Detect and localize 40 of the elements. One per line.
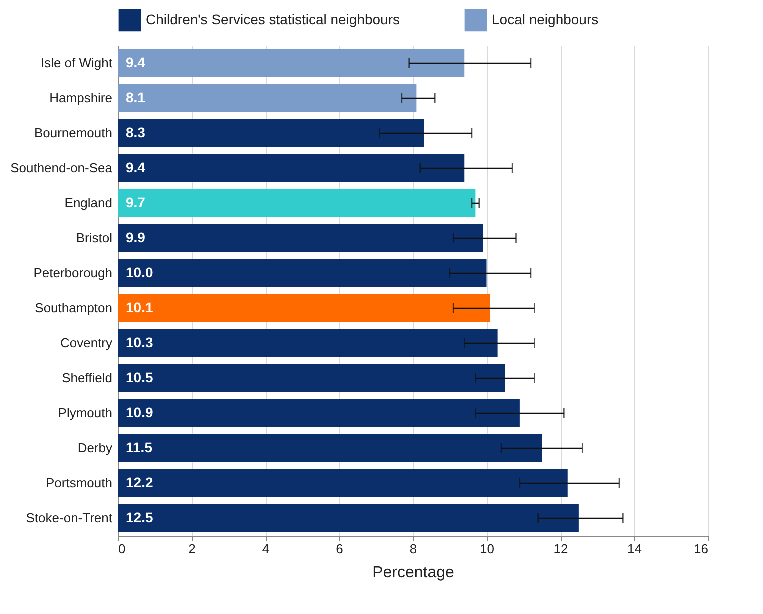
y-tick-label: Southend-on-Sea xyxy=(10,160,114,176)
data-label: 10.3 xyxy=(126,334,154,350)
data-label: 10.0 xyxy=(126,264,154,280)
x-tick-label: 0 xyxy=(118,542,126,556)
x-tick-label: 2 xyxy=(188,542,196,556)
legend-label: Children's Services statistical neighbours xyxy=(146,11,400,28)
data-label: 9.9 xyxy=(126,230,146,246)
legend-label: Local neighbours xyxy=(492,11,599,28)
x-tick-label: 4 xyxy=(262,542,270,556)
x-tick-label: 10 xyxy=(480,542,494,556)
y-tick-label: Portsmouth xyxy=(46,476,112,490)
data-label: 9.4 xyxy=(126,54,146,70)
x-tick-label: 6 xyxy=(336,542,344,556)
data-label: 8.3 xyxy=(126,124,146,140)
x-tick-label: 12 xyxy=(554,542,568,556)
data-label: 8.1 xyxy=(126,90,146,106)
y-tick-label: Bristol xyxy=(76,230,113,246)
data-label: 9.7 xyxy=(126,194,146,210)
data-label: 10.1 xyxy=(126,300,154,316)
y-tick-label: Sheffield xyxy=(62,370,112,386)
x-tick-label: 14 xyxy=(628,542,642,556)
y-tick-label: England xyxy=(64,196,112,210)
y-tick-label: Plymouth xyxy=(58,406,112,420)
data-label: 10.5 xyxy=(126,370,154,386)
y-tick-label: Coventry xyxy=(60,336,113,350)
y-tick-label: Isle of Wight xyxy=(40,56,113,70)
y-tick-label: Derby xyxy=(78,440,113,456)
y-tick-label: Stoke-on-Trent xyxy=(26,510,113,526)
x-tick-label: 16 xyxy=(694,542,708,556)
y-tick-label: Hampshire xyxy=(50,90,112,106)
y-tick-label: Southampton xyxy=(35,300,112,316)
data-label: 11.5 xyxy=(126,440,153,456)
x-axis-title: Percentage xyxy=(372,564,455,582)
data-label: 12.2 xyxy=(126,474,154,490)
data-label: 12.5 xyxy=(126,510,154,526)
x-tick-label: 8 xyxy=(410,542,418,556)
data-label: 9.4 xyxy=(126,160,146,176)
data-label: 10.9 xyxy=(126,404,154,420)
y-tick-label: Peterborough xyxy=(34,266,112,280)
y-tick-label: Bournemouth xyxy=(34,126,112,140)
